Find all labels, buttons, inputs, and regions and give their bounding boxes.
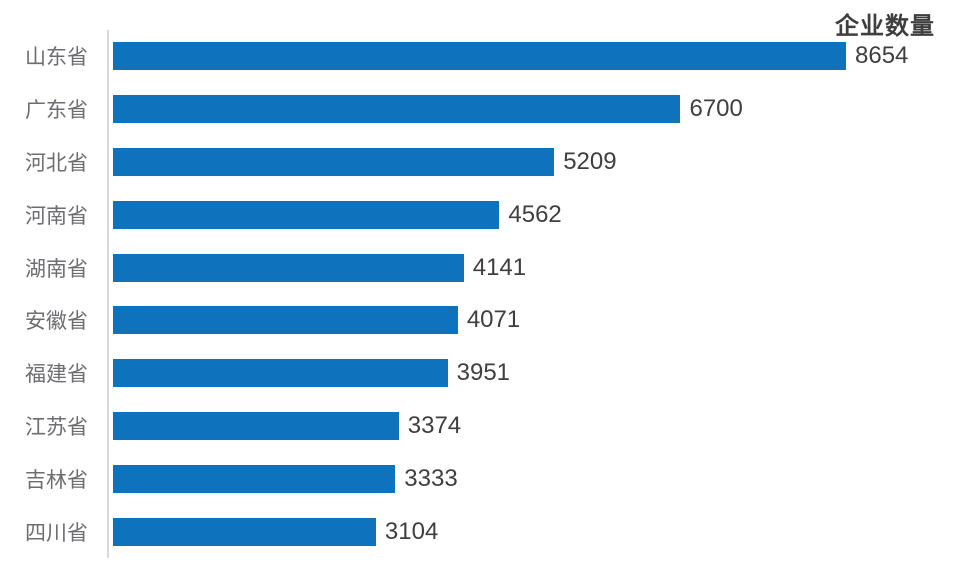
category-label: 四川省 [25, 520, 88, 545]
category-label: 安徽省 [25, 309, 88, 334]
value-label: 6700 [689, 95, 743, 123]
category-label: 湖南省 [25, 256, 88, 281]
bar [113, 411, 399, 440]
bar [113, 359, 448, 388]
value-label: 3104 [384, 517, 439, 545]
value-label: 4141 [472, 253, 527, 281]
bar-row: 四川省 3104 [0, 505, 959, 558]
bar-row: 吉林省 3333 [0, 452, 959, 505]
bar-track: 3374 [107, 411, 959, 440]
bar-track: 3333 [107, 464, 959, 493]
bar [113, 147, 555, 176]
category-label: 河北省 [25, 150, 88, 175]
bar-row: 河南省 4562 [0, 188, 959, 241]
bar [113, 306, 458, 335]
bar [113, 200, 500, 229]
bar-track: 4071 [107, 306, 959, 335]
value-label: 4071 [466, 306, 521, 334]
category-axis-line [107, 30, 109, 558]
category-label: 山东省 [25, 45, 88, 70]
bar-row: 江苏省 3374 [0, 400, 959, 453]
value-label: 4562 [508, 200, 562, 228]
bar-track: 4141 [107, 253, 959, 282]
bar [113, 42, 846, 71]
bar-row: 安徽省 4071 [0, 294, 959, 347]
bar-row: 湖南省 4141 [0, 241, 959, 294]
chart-title: 企业数量 [835, 13, 935, 40]
plot-area: 山东省 8654 广东省 6700 河北省 5209 河南省 [0, 30, 959, 558]
bar-row: 广东省 6700 [0, 83, 959, 136]
bar-track: 3951 [107, 359, 959, 388]
category-label: 河南省 [25, 203, 88, 228]
bar [113, 95, 681, 124]
bar-track: 3104 [107, 517, 959, 546]
bar-row: 河北省 5209 [0, 136, 959, 189]
value-label: 3333 [404, 464, 458, 492]
bar-row: 福建省 3951 [0, 347, 959, 400]
bar-track: 4562 [107, 200, 959, 229]
category-label: 广东省 [25, 98, 88, 123]
value-label: 3951 [456, 359, 511, 387]
category-label: 吉林省 [25, 467, 88, 492]
bar-track: 5209 [107, 147, 959, 176]
value-label: 5209 [563, 147, 617, 175]
value-label: 3374 [407, 411, 462, 439]
bar [113, 517, 376, 546]
bar-track: 8654 [107, 42, 959, 71]
bar-row: 山东省 8654 [0, 30, 959, 83]
bar [113, 253, 464, 282]
category-label: 福建省 [25, 362, 88, 387]
category-label: 江苏省 [25, 414, 88, 439]
bar-track: 6700 [107, 95, 959, 124]
value-label: 8654 [855, 42, 909, 70]
bar [113, 464, 396, 493]
